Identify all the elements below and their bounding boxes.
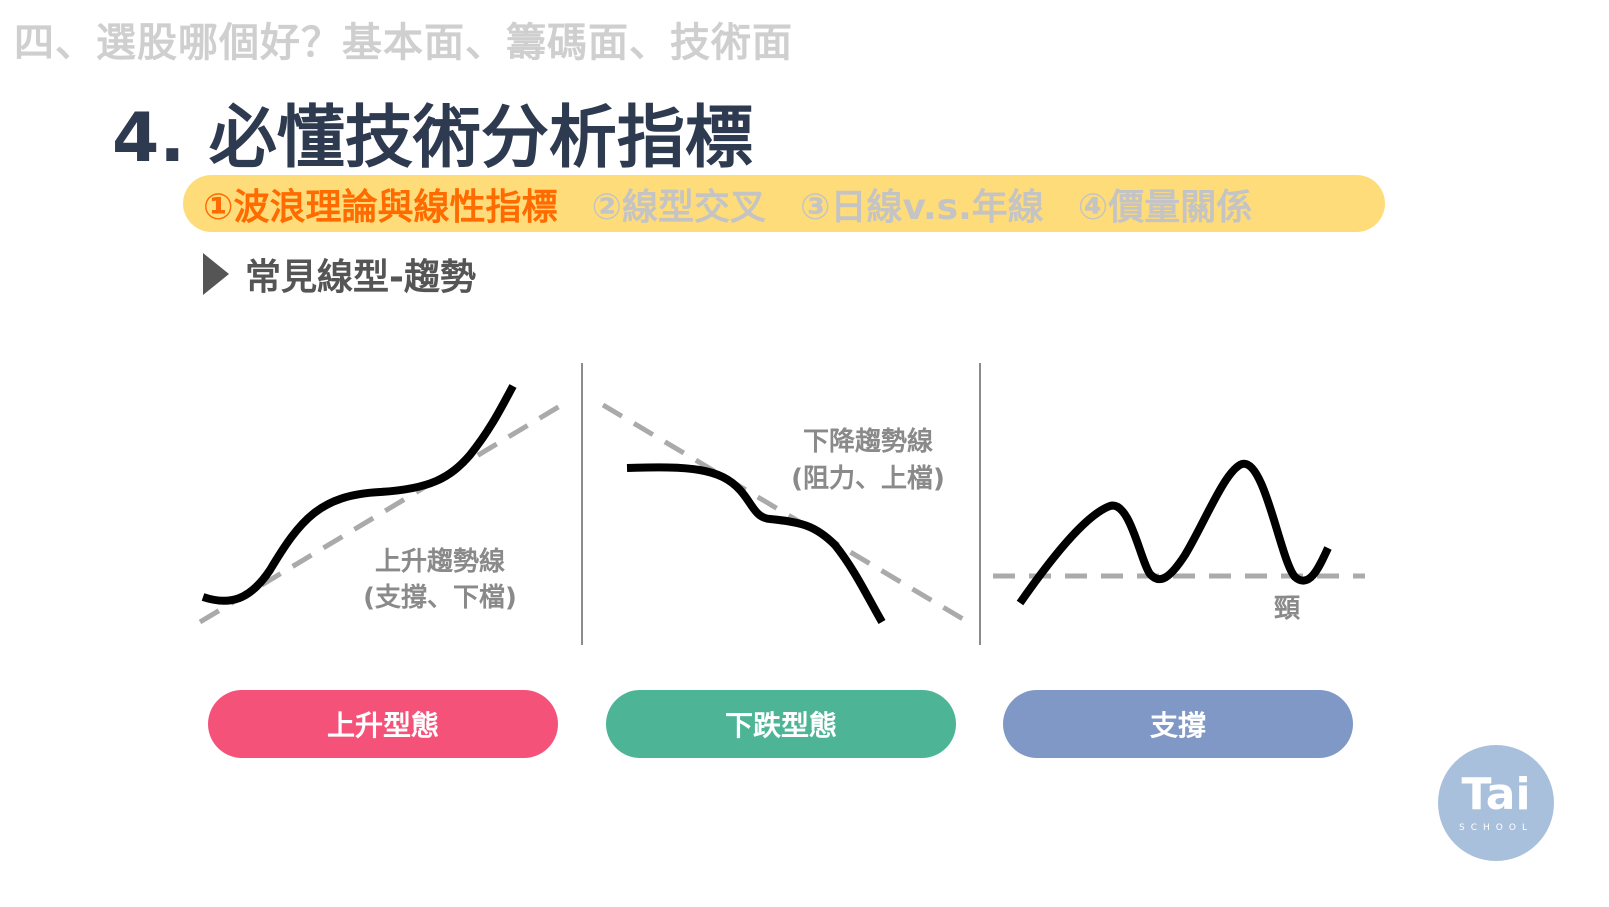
- uptrend-label: 上升趨勢線: [375, 546, 505, 577]
- topic-tab-bar: ①波浪理論與線性指標 ②線型交叉 ③日線v.s.年線 ④價量關係: [183, 175, 1385, 232]
- subheading: 常見線型-趨勢: [203, 248, 476, 300]
- downtrend-sublabel: (阻力、上檔): [791, 464, 945, 494]
- logo-text: Tai: [1461, 769, 1531, 820]
- subheading-text: 常見線型-趨勢: [245, 257, 476, 298]
- logo-subtext: SCHOOL: [1459, 823, 1533, 833]
- downtrend-label: 下降趨勢線: [803, 426, 933, 457]
- tab-price-volume[interactable]: ④價量關係: [1077, 186, 1253, 228]
- tai-school-logo: Tai SCHOOL: [1438, 745, 1554, 861]
- triangle-bullet-icon: [203, 253, 229, 295]
- uptrend-pattern-button[interactable]: 上升型態: [208, 690, 558, 758]
- downtrend-pattern-button[interactable]: 下跌型態: [606, 690, 956, 758]
- price-curve-support: [1016, 459, 1332, 606]
- section-title: 四、選股哪個好？基本面、籌碼面、技術面: [14, 20, 793, 66]
- price-curve-up: [201, 384, 517, 605]
- neck-label: 頸: [1274, 594, 1301, 624]
- price-curve-down: [626, 463, 886, 625]
- support-button[interactable]: 支撐: [1003, 690, 1353, 758]
- uptrend-sublabel: (支撐、下檔): [363, 583, 517, 613]
- page-title: 4. 必懂技術分析指標: [112, 99, 753, 178]
- tab-wave-theory[interactable]: ①波浪理論與線性指標: [203, 186, 558, 228]
- tab-line-cross[interactable]: ②線型交叉: [591, 186, 766, 228]
- tab-daily-vs-yearly[interactable]: ③日線v.s.年線: [799, 186, 1044, 228]
